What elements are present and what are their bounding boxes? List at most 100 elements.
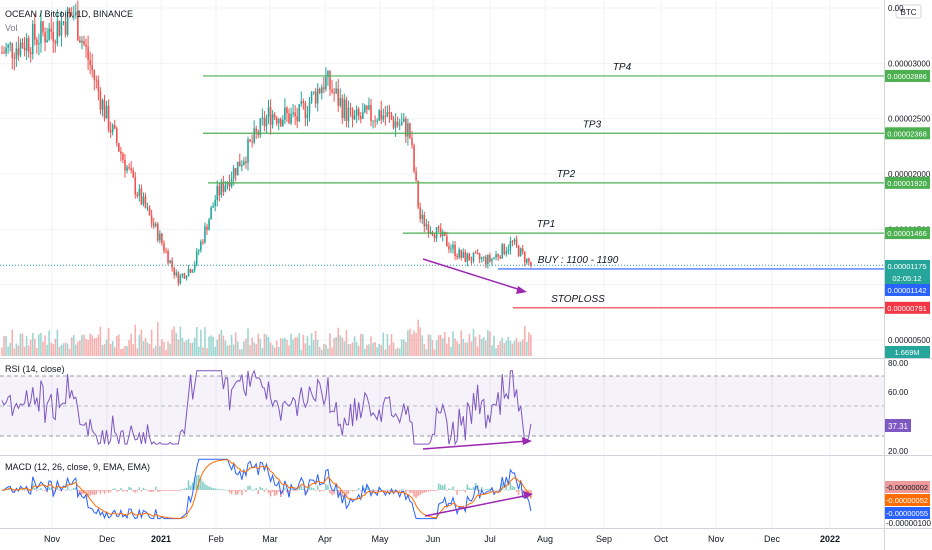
candle-body[interactable] (339, 97, 342, 106)
candle-body[interactable] (396, 121, 399, 126)
candle-body[interactable] (337, 88, 339, 106)
candle-body[interactable] (54, 41, 57, 44)
candle-body[interactable] (120, 151, 122, 154)
candle-body[interactable] (290, 113, 292, 124)
candle-body[interactable] (519, 248, 522, 257)
candle-body[interactable] (220, 181, 223, 196)
candle-body[interactable] (353, 115, 356, 120)
candle-body[interactable] (36, 39, 38, 45)
candle-body[interactable] (288, 113, 290, 124)
candle-body[interactable] (345, 99, 348, 121)
candlestick-series[interactable] (1, 0, 532, 287)
candle-body[interactable] (38, 43, 40, 45)
candle-body[interactable] (487, 255, 489, 265)
candle-body[interactable] (517, 245, 520, 257)
candle-body[interactable] (464, 252, 467, 262)
candle-body[interactable] (495, 254, 497, 258)
candle-body[interactable] (403, 118, 405, 123)
candle-body[interactable] (390, 114, 393, 120)
candle-body[interactable] (425, 224, 428, 227)
candle-body[interactable] (505, 251, 508, 254)
candle-body[interactable] (206, 226, 208, 231)
candle-body[interactable] (25, 38, 28, 51)
candle-body[interactable] (392, 119, 395, 128)
price-divergence-line[interactable] (422, 258, 525, 292)
candle-body[interactable] (177, 272, 180, 284)
candle-body[interactable] (122, 153, 124, 160)
candle-body[interactable] (128, 167, 130, 169)
candle-body[interactable] (249, 139, 251, 142)
candle-body[interactable] (437, 227, 440, 229)
candle-body[interactable] (269, 107, 272, 125)
candle-body[interactable] (189, 269, 192, 273)
candle-body[interactable] (13, 57, 16, 59)
candle-body[interactable] (511, 241, 514, 243)
candle-body[interactable] (136, 194, 139, 196)
candle-body[interactable] (171, 260, 173, 268)
candle-body[interactable] (316, 88, 319, 104)
candle-body[interactable] (321, 87, 323, 94)
candle-body[interactable] (312, 91, 315, 93)
candle-body[interactable] (300, 101, 303, 105)
currency-badge[interactable] (895, 4, 922, 19)
candle-body[interactable] (296, 116, 298, 122)
candle-body[interactable] (101, 100, 104, 110)
candle-body[interactable] (530, 262, 532, 266)
candle-body[interactable] (501, 244, 503, 259)
candle-body[interactable] (366, 105, 368, 110)
candle-body[interactable] (349, 107, 352, 110)
candle-body[interactable] (515, 239, 518, 246)
candle-body[interactable] (292, 112, 294, 114)
candle-body[interactable] (454, 244, 456, 257)
candle-body[interactable] (9, 43, 11, 45)
candle-body[interactable] (222, 181, 225, 192)
candle-body[interactable] (27, 38, 30, 53)
candle-body[interactable] (85, 44, 87, 47)
candle-body[interactable] (56, 20, 59, 44)
candle-body[interactable] (335, 88, 337, 94)
candle-body[interactable] (34, 24, 36, 40)
candle-body[interactable] (243, 161, 245, 165)
candle-body[interactable] (284, 107, 286, 121)
candle-body[interactable] (282, 120, 284, 127)
candle-body[interactable] (448, 246, 450, 250)
candle-body[interactable] (236, 161, 239, 176)
candle-body[interactable] (298, 104, 301, 122)
candle-body[interactable] (75, 11, 77, 16)
candle-body[interactable] (216, 185, 219, 200)
candle-body[interactable] (83, 40, 85, 45)
candle-body[interactable] (46, 39, 48, 43)
candle-body[interactable] (482, 256, 485, 258)
candle-body[interactable] (77, 11, 79, 40)
candle-body[interactable] (386, 112, 389, 117)
candle-body[interactable] (1, 52, 3, 54)
candle-body[interactable] (144, 196, 147, 208)
candle-body[interactable] (87, 46, 89, 60)
candle-body[interactable] (134, 177, 137, 195)
candle-body[interactable] (400, 122, 403, 125)
candle-body[interactable] (323, 87, 325, 90)
candle-body[interactable] (441, 231, 444, 237)
candle-body[interactable] (433, 235, 436, 239)
candle-body[interactable] (380, 110, 383, 120)
candle-body[interactable] (411, 138, 413, 146)
candle-body[interactable] (528, 258, 530, 263)
candle-body[interactable] (167, 251, 169, 264)
candle-body[interactable] (507, 249, 510, 252)
candle-body[interactable] (58, 20, 61, 36)
candle-body[interactable] (191, 270, 194, 273)
candle-body[interactable] (329, 71, 331, 90)
candle-body[interactable] (480, 257, 483, 259)
candle-body[interactable] (310, 92, 313, 103)
candle-body[interactable] (255, 128, 257, 132)
candle-body[interactable] (421, 214, 424, 219)
candle-body[interactable] (265, 117, 268, 127)
macd-divergence-line[interactable] (424, 494, 530, 517)
candle-body[interactable] (526, 258, 528, 263)
candle-body[interactable] (212, 205, 214, 208)
candle-body[interactable] (280, 118, 282, 127)
candle-body[interactable] (40, 21, 42, 44)
candle-body[interactable] (118, 143, 120, 152)
candle-body[interactable] (271, 114, 274, 125)
candle-body[interactable] (261, 117, 264, 119)
